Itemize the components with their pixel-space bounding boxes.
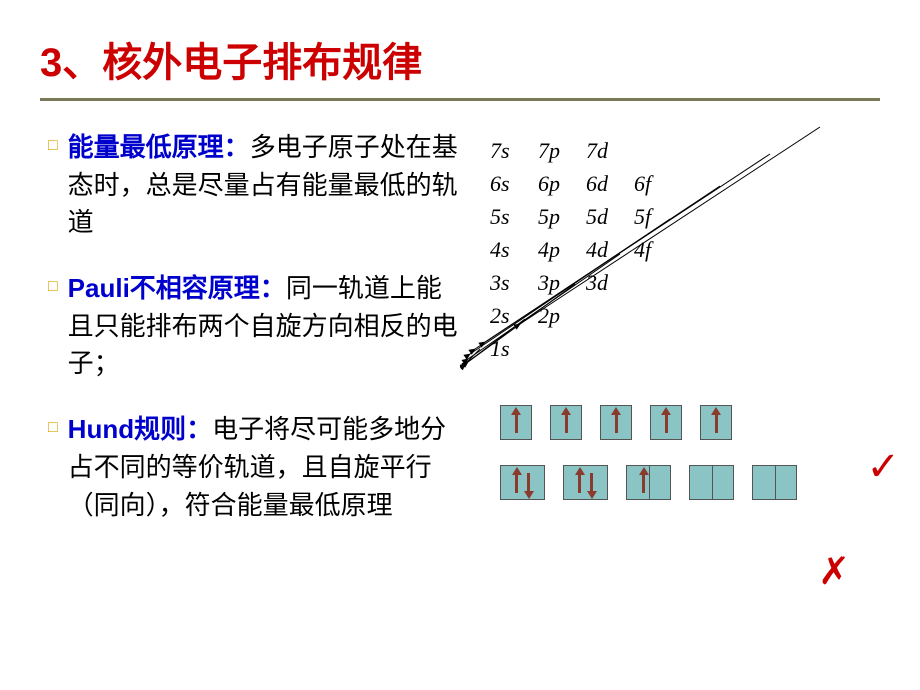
hund-boxes: [470, 405, 880, 500]
orbital-box: [550, 405, 582, 440]
slide-container: 3、核外电子排布规律 □ 能量最低原理：多电子原子处在基态时，总是尽量占有能量最…: [0, 0, 920, 690]
bullet-text: Pauli不相容原理：同一轨道上能且只能排布两个自旋方向相反的电子；: [68, 270, 460, 383]
bullet-hund: □ Hund规则：电子将尽可能多地分占不同的等价轨道，且自旋平行（同向），符合能…: [48, 411, 460, 524]
orbital-row-6: 6s6p6d6f: [490, 167, 880, 200]
right-column: 7s7p7d 6s6p6d6f 5s5p5d5f 4s4p4d4f 3s3p3d…: [470, 129, 880, 552]
orbital-box-paired: [563, 465, 608, 500]
orbital-box: [500, 405, 532, 440]
orbital-box: [700, 405, 732, 440]
check-icon: ✓: [866, 444, 900, 490]
orbital-row-5: 5s5p5d5f: [490, 200, 880, 233]
orbital-box: [650, 405, 682, 440]
left-column: □ 能量最低原理：多电子原子处在基态时，总是尽量占有能量最低的轨道 □ Paul…: [40, 129, 460, 552]
bullet-energy: □ 能量最低原理：多电子原子处在基态时，总是尽量占有能量最低的轨道: [48, 129, 460, 242]
principle-name-2: Pauli不相容原理：: [68, 273, 286, 303]
orbital-box-empty: [689, 465, 734, 500]
principle-name-1: 能量最低原理：: [68, 132, 250, 162]
orbital-box-empty: [752, 465, 797, 500]
orbital-box-paired: [500, 465, 545, 500]
orbital-row-4: 4s4p4d4f: [490, 233, 880, 266]
principle-name-3: Hund规则：: [68, 414, 212, 444]
bullet-text: Hund规则：电子将尽可能多地分占不同的等价轨道，且自旋平行（同向），符合能量最…: [68, 411, 460, 524]
orbital-diagram: 7s7p7d 6s6p6d6f 5s5p5d5f 4s4p4d4f 3s3p3d…: [470, 129, 880, 365]
orbital-row-3: 3s3p3d: [490, 266, 880, 299]
orbital-row-1: 1s: [490, 332, 880, 365]
orbital-box: [600, 405, 632, 440]
bullet-icon: □: [48, 419, 58, 437]
hund-wrong-row: [500, 465, 880, 500]
x-icon: ✗: [818, 549, 850, 594]
bullet-text: 能量最低原理：多电子原子处在基态时，总是尽量占有能量最低的轨道: [68, 129, 460, 242]
bullet-icon: □: [48, 278, 58, 296]
hund-correct-row: [500, 405, 880, 440]
bullet-icon: □: [48, 137, 58, 155]
orbital-row-2: 2s2p: [490, 299, 880, 332]
bullet-pauli: □ Pauli不相容原理：同一轨道上能且只能排布两个自旋方向相反的电子；: [48, 270, 460, 383]
orbital-box-half: [626, 465, 671, 500]
slide-title: 3、核外电子排布规律: [40, 30, 880, 101]
orbital-row-7: 7s7p7d: [490, 134, 880, 167]
content-area: □ 能量最低原理：多电子原子处在基态时，总是尽量占有能量最低的轨道 □ Paul…: [40, 129, 880, 552]
